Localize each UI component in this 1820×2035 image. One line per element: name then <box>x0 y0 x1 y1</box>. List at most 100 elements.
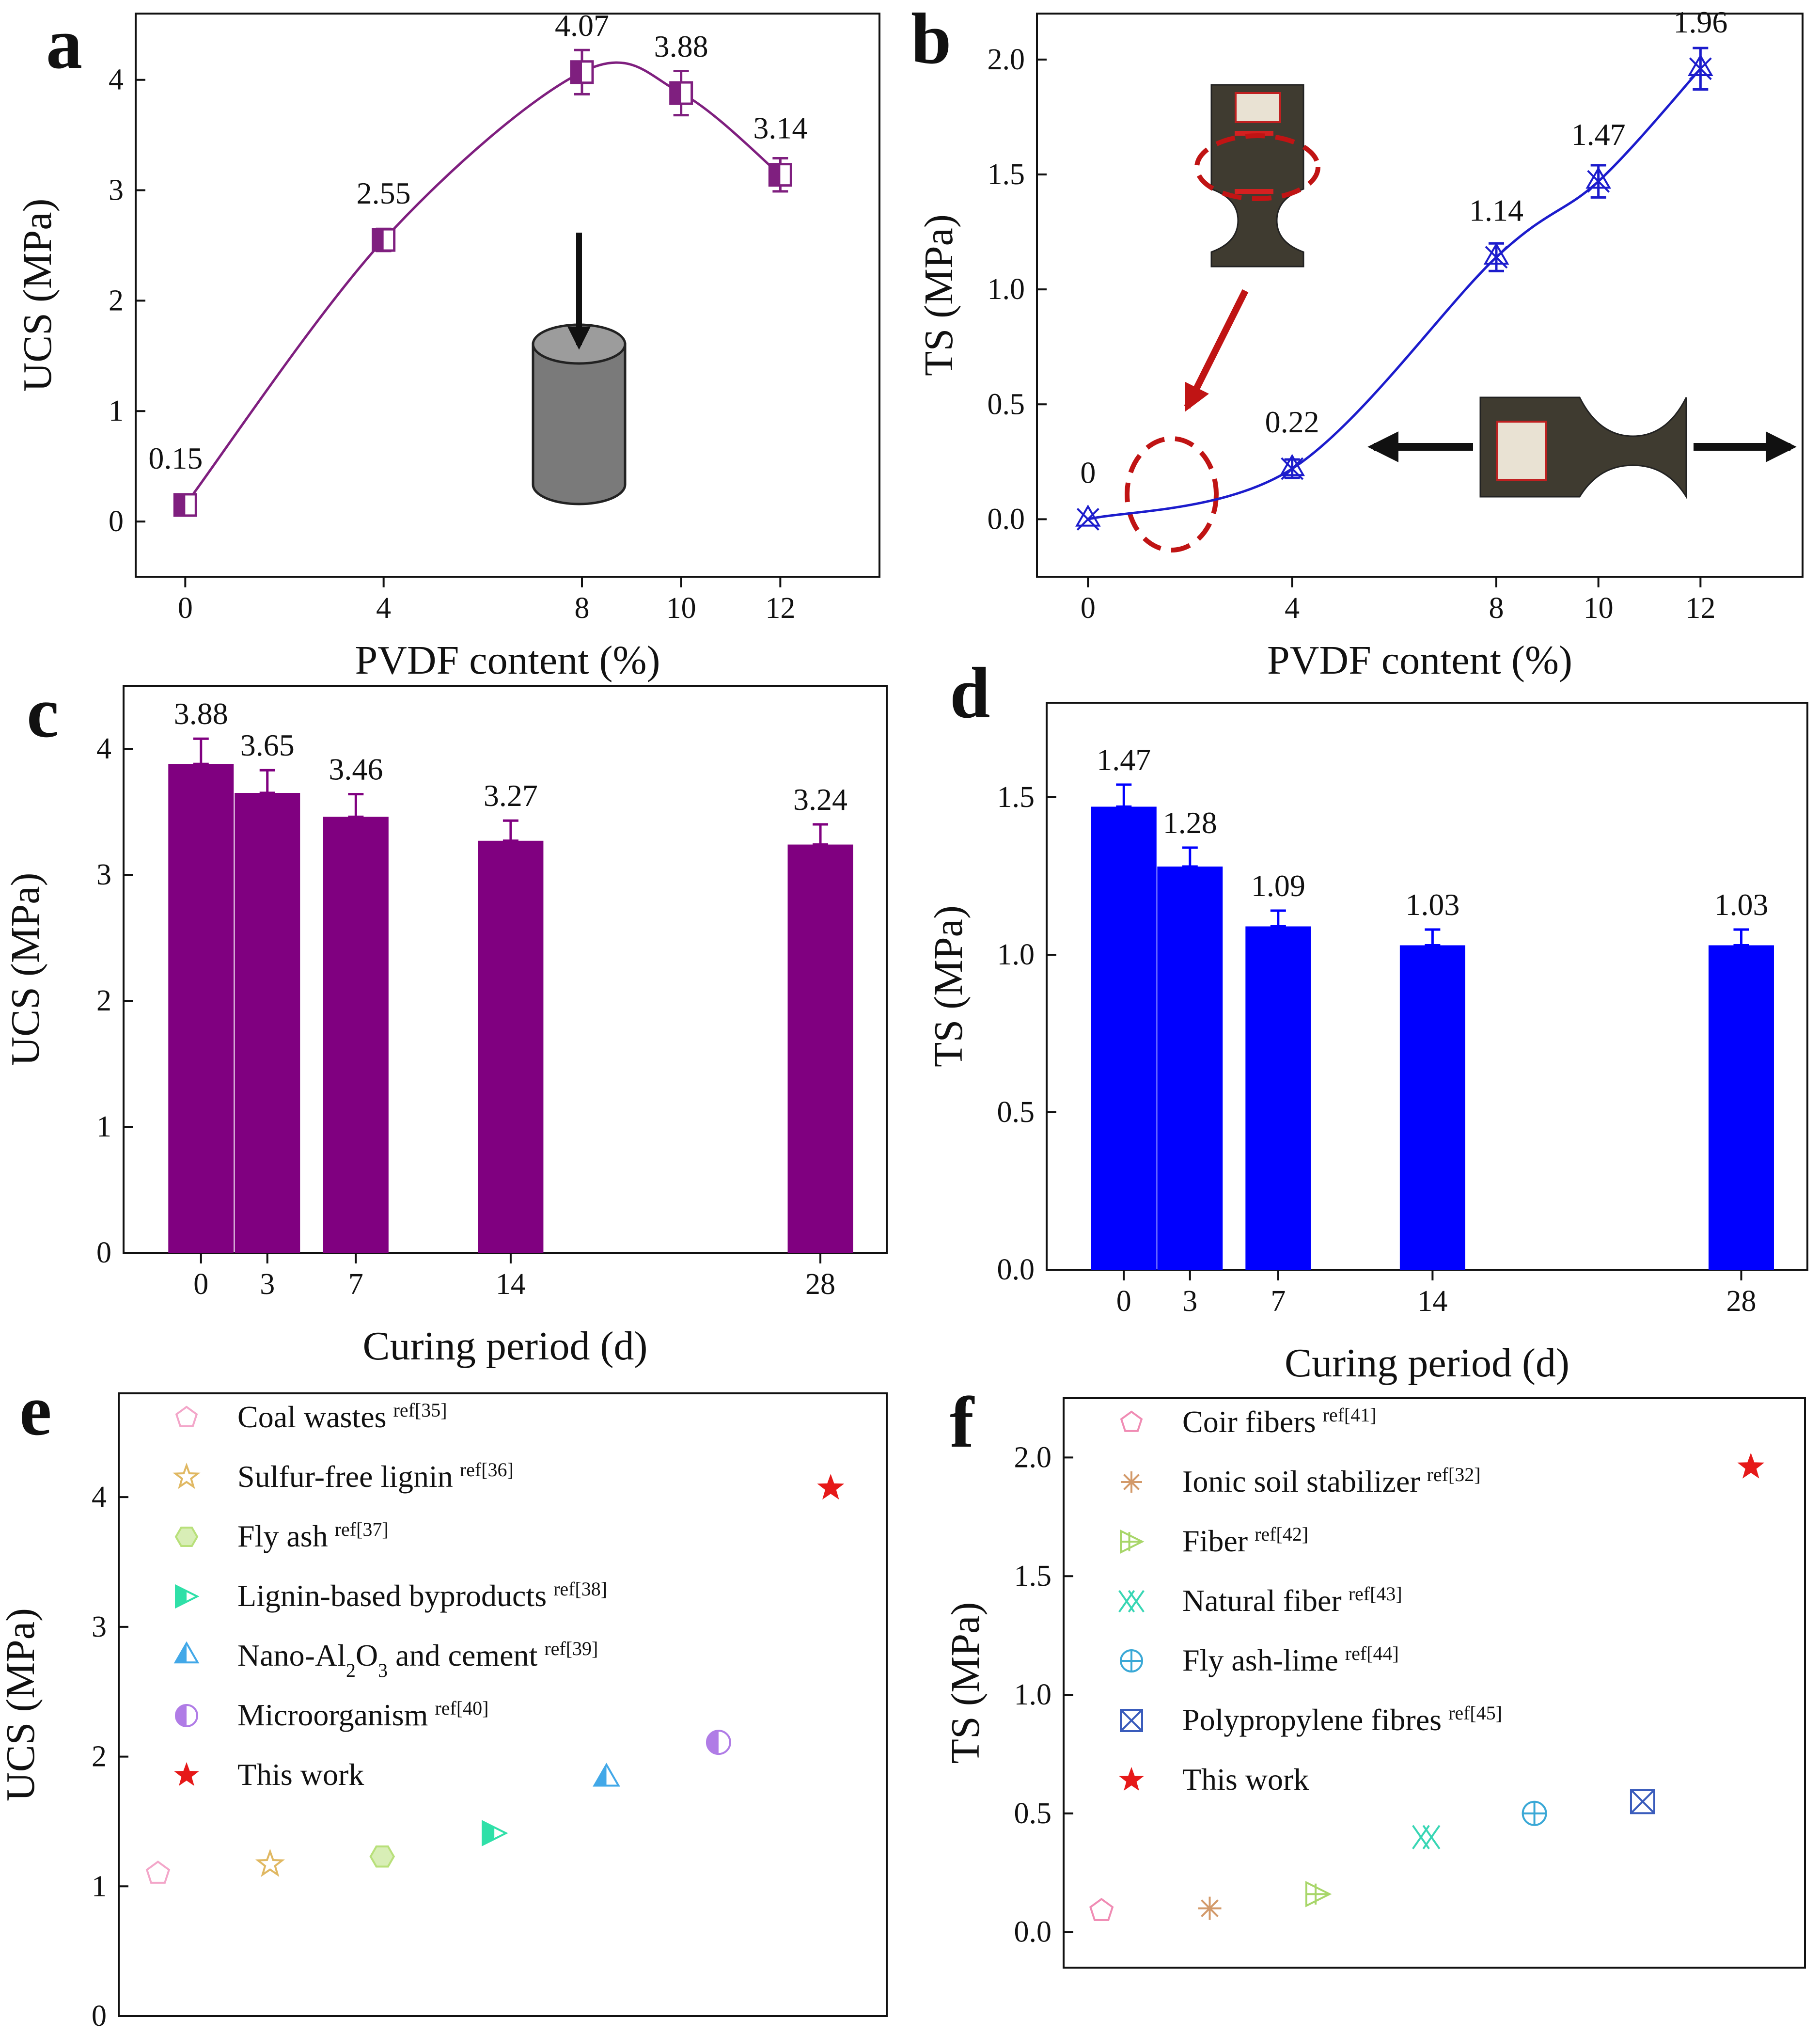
legend-marker-e-3 <box>175 1584 200 1609</box>
x-tick-label-c-4: 28 <box>805 1268 835 1301</box>
legend-label-e-2: Fly ash ref[37] <box>237 1518 389 1554</box>
legend-marker-e-1 <box>173 1462 201 1489</box>
legend-marker-f-6 <box>1119 1767 1144 1791</box>
y-tick-label-b-3: 1.5 <box>988 158 1025 191</box>
data-label-d-2: 1.09 <box>1251 868 1305 903</box>
point-f-5 <box>1630 1789 1655 1814</box>
legend-label-e-6: This work <box>237 1757 364 1792</box>
y-tick-label-c-1: 1 <box>96 1110 111 1143</box>
plot-frame-b <box>1036 13 1804 578</box>
data-label-d-1: 1.28 <box>1163 805 1217 840</box>
point-e-5 <box>706 1730 731 1755</box>
chart-c: c 0 1 2 3 4 UCS (MPa) 3.88 0 3.65 3 3.46 7 3.27 14 3.24… <box>3 672 888 1369</box>
y-tick-label-c-4: 4 <box>96 732 111 765</box>
panel-label-a: a <box>46 3 82 84</box>
x-tick-label-c-3: 14 <box>496 1268 526 1301</box>
x-tick-label-b-2: 8 <box>1489 592 1504 625</box>
legend-label-f-3: Natural fiber ref[43] <box>1182 1583 1402 1618</box>
series-line-a <box>184 61 781 506</box>
y-tick-label-a-1: 1 <box>109 394 124 427</box>
y-tick-label-f-3: 1.5 <box>1014 1560 1052 1593</box>
panel-label-d: d <box>950 653 990 733</box>
data-point-b-3 <box>1585 166 1611 193</box>
legend-marker-f-2 <box>1120 1529 1145 1554</box>
chart-b: b 0.0 0.5 1.0 1.5 2.0 TS (MPa) 0 4 8 10 12 PVDF cont… <box>911 0 1804 683</box>
chart-e: e 0 1 2 3 4 UCS (MPa) Coal wastes ref[35] Sulfur-… <box>0 1370 888 2033</box>
bar-c-1 <box>235 793 300 1253</box>
x-tick-label-d-0: 0 <box>1116 1285 1131 1318</box>
legend-label-e-5: Microorganism ref[40] <box>237 1697 488 1733</box>
data-point-a-2 <box>570 60 594 84</box>
panel-label-e: e <box>19 1370 52 1451</box>
data-label-c-3: 3.27 <box>484 778 538 813</box>
panel-label-c: c <box>27 672 59 753</box>
y-tick-label-a-0: 0 <box>109 505 124 538</box>
legend-marker-f-3 <box>1118 1590 1145 1613</box>
bar-c-3 <box>478 840 544 1253</box>
bar-d-3 <box>1399 945 1465 1270</box>
y-tick-label-f-4: 2.0 <box>1014 1441 1052 1474</box>
y-tick-label-a-3: 3 <box>109 174 124 207</box>
x-tick-label-c-0: 0 <box>193 1268 208 1301</box>
point-e-4 <box>593 1763 620 1787</box>
legend-label-e-3: Lignin-based byproducts ref[38] <box>237 1578 607 1613</box>
legend-e: Coal wastes ref[35] Sulfur-free lignin ref[… <box>173 1399 607 1792</box>
x-tick-label-d-4: 28 <box>1726 1285 1756 1318</box>
y-tick-label-f-0: 0.0 <box>1014 1916 1052 1949</box>
bar-d-4 <box>1708 945 1774 1270</box>
y-tick-label-b-2: 1.0 <box>988 273 1025 306</box>
data-point-a-0 <box>173 493 197 517</box>
legend-marker-f-1 <box>1121 1471 1142 1493</box>
point-e-1 <box>255 1848 285 1877</box>
data-point-b-2 <box>1483 242 1509 269</box>
data-label-c-2: 3.46 <box>329 752 383 787</box>
x-tick-label-b-4: 12 <box>1685 592 1715 625</box>
legend-label-f-5: Polypropylene fibres ref[45] <box>1182 1702 1502 1737</box>
x-tick-label-a-4: 12 <box>765 592 795 625</box>
bar-d-0 <box>1091 806 1157 1270</box>
point-e-6 <box>817 1474 845 1500</box>
point-f-1 <box>1198 1896 1222 1920</box>
point-f-6 <box>1737 1452 1765 1479</box>
data-label-a-3: 3.88 <box>654 29 708 63</box>
y-tick-label-c-2: 2 <box>96 984 111 1017</box>
data-point-b-4 <box>1688 54 1713 80</box>
data-label-a-2: 4.07 <box>555 8 609 43</box>
point-f-0 <box>1089 1898 1114 1921</box>
legend-marker-e-6 <box>174 1762 199 1786</box>
x-tick-label-b-0: 0 <box>1081 592 1096 625</box>
panel-a-cylinder-illustration <box>532 233 627 505</box>
y-tick-label-e-0: 0 <box>92 2000 107 2033</box>
y-tick-label-d-0: 0.0 <box>997 1253 1035 1286</box>
series-line-b <box>1087 68 1702 521</box>
legend-marker-e-4 <box>173 1641 200 1664</box>
x-tick-label-b-3: 10 <box>1584 592 1614 625</box>
data-label-b-0: 0 <box>1080 455 1096 489</box>
x-axis-label-a: PVDF content (%) <box>355 638 660 683</box>
x-tick-label-d-3: 14 <box>1417 1285 1447 1318</box>
bar-c-2 <box>323 817 389 1253</box>
data-point-b-1 <box>1279 454 1305 480</box>
point-e-2 <box>369 1845 395 1868</box>
data-point-a-3 <box>669 81 693 105</box>
x-tick-label-a-0: 0 <box>178 592 193 625</box>
y-tick-label-f-2: 1.0 <box>1014 1678 1052 1711</box>
y-tick-label-f-1: 0.5 <box>1014 1797 1052 1830</box>
legend-f: Coir fibers ref[41] Ionic soil stabilizer r… <box>1118 1404 1502 1797</box>
x-tick-label-d-1: 3 <box>1182 1285 1197 1318</box>
data-label-b-3: 1.47 <box>1571 117 1626 152</box>
point-f-4 <box>1522 1800 1547 1826</box>
data-label-d-3: 1.03 <box>1405 887 1459 922</box>
bar-d-2 <box>1245 926 1311 1270</box>
legend-marker-e-5 <box>175 1704 198 1727</box>
x-axis-label-c: Curing period (d) <box>363 1324 648 1369</box>
data-point-a-1 <box>372 228 396 252</box>
legend-marker-f-4 <box>1120 1649 1143 1672</box>
panel-label-b: b <box>911 0 951 79</box>
y-axis-label-f: TS (MPa) <box>943 1602 988 1764</box>
point-e-0 <box>145 1861 171 1884</box>
legend-marker-f-0 <box>1120 1410 1143 1432</box>
legend-marker-e-2 <box>174 1526 199 1547</box>
data-label-a-1: 2.55 <box>357 176 411 210</box>
data-label-c-4: 3.24 <box>793 782 847 817</box>
